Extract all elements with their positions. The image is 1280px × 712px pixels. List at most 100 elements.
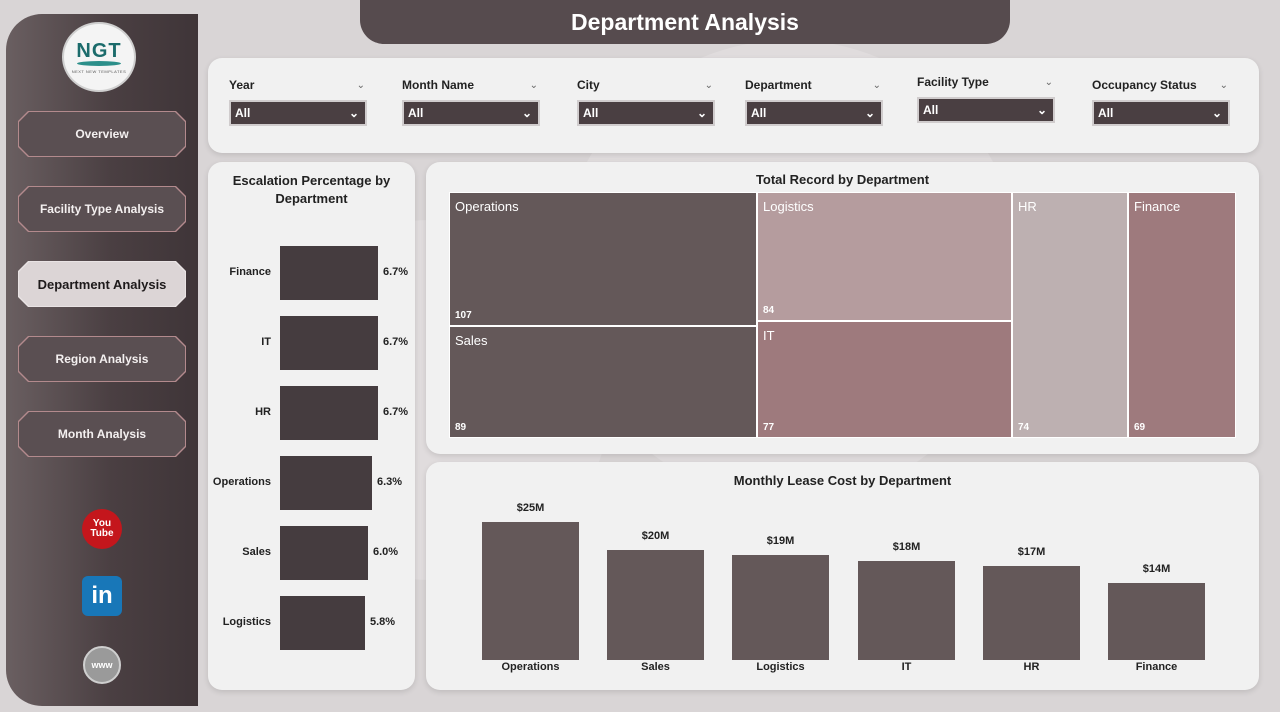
- nav-region-analysis[interactable]: Region Analysis: [18, 336, 186, 382]
- treemap-category-label: IT: [763, 328, 775, 343]
- month-name-select[interactable]: All ⌄: [402, 100, 540, 126]
- youtube-text-top: You: [92, 518, 112, 529]
- category-label: Sales: [641, 661, 670, 673]
- lease-cost-chart-card: Monthly Lease Cost by Department $25M Ope…: [426, 462, 1259, 690]
- page-title: Department Analysis: [571, 8, 799, 35]
- nav-month-analysis[interactable]: Month Analysis: [18, 411, 186, 457]
- chevron-down-icon[interactable]: ⌄: [529, 79, 538, 91]
- filter-label: Occupancy Status: [1092, 78, 1197, 92]
- chevron-down-icon[interactable]: ⌄: [1044, 76, 1053, 88]
- data-label: 6.0%: [373, 546, 399, 558]
- bar: [732, 555, 829, 660]
- treemap-cell: Finance 69: [1128, 192, 1236, 438]
- chevron-down-icon[interactable]: ⌄: [872, 79, 881, 91]
- website-text: www: [91, 660, 113, 670]
- lease-cost-chart-title: Monthly Lease Cost by Department: [733, 473, 952, 488]
- nav-label: Month Analysis: [57, 427, 147, 441]
- treemap-category-label: Operations: [455, 199, 519, 214]
- filter-panel: Year ⌄ All ⌄ Month Name ⌄ All ⌄ City ⌄ All ⌄ D…: [208, 58, 1259, 153]
- category-label: Logistics: [222, 616, 271, 628]
- treemap-value-label: 107: [455, 310, 472, 321]
- bar: [482, 522, 579, 660]
- chevron-down-icon: ⌄: [348, 106, 359, 120]
- bar: [280, 316, 378, 370]
- category-label: IT: [261, 336, 271, 348]
- nav-overview[interactable]: Overview: [18, 111, 186, 157]
- filter-label: Facility Type: [917, 75, 989, 89]
- occupancy-status-select[interactable]: All ⌄: [1092, 100, 1230, 126]
- data-label: 6.7%: [383, 266, 409, 278]
- linkedin-text: in: [91, 582, 113, 609]
- data-label: 6.7%: [383, 406, 409, 418]
- year-select[interactable]: All ⌄: [229, 100, 367, 126]
- bar: [280, 596, 365, 650]
- category-label: Finance: [229, 266, 271, 278]
- filter-label: Department: [745, 78, 812, 92]
- logo-mark: NGT: [76, 40, 122, 62]
- category-label: IT: [901, 661, 912, 673]
- category-label: Finance: [1135, 661, 1178, 673]
- treemap-chart-card: Total Record by Department Operations 107…: [426, 162, 1259, 454]
- treemap-category-label: Sales: [455, 333, 488, 348]
- bar: [280, 456, 372, 510]
- category-label: Operations: [501, 661, 560, 673]
- chevron-down-icon: ⌄: [696, 106, 707, 120]
- filter-label: Month Name: [402, 78, 474, 92]
- chevron-down-icon[interactable]: ⌄: [1219, 79, 1228, 91]
- data-label: $18M: [892, 541, 921, 553]
- category-label: Sales: [242, 546, 271, 558]
- chevron-down-icon: ⌄: [864, 106, 875, 120]
- treemap-category-label: Finance: [1134, 199, 1181, 214]
- select-value: All: [583, 106, 599, 120]
- bar-row: Finance 6.7%: [208, 246, 415, 300]
- select-value: All: [408, 106, 424, 120]
- filter-facility-type: Facility Type ⌄ All ⌄: [917, 74, 1055, 123]
- bar: [280, 386, 378, 440]
- chevron-down-icon[interactable]: ⌄: [704, 79, 713, 91]
- filter-occupancy-status: Occupancy Status ⌄ All ⌄: [1092, 77, 1230, 126]
- data-label: $20M: [641, 530, 670, 542]
- escalation-chart-title: Escalation Percentage by Department: [232, 173, 391, 206]
- youtube-icon[interactable]: You Tube: [82, 509, 122, 549]
- nav-label: Facility Type Analysis: [39, 202, 165, 216]
- treemap-value-label: 74: [1018, 422, 1030, 433]
- treemap-value-label: 77: [763, 422, 775, 433]
- facility-type-select[interactable]: All ⌄: [917, 97, 1055, 123]
- data-label: $25M: [516, 502, 545, 514]
- category-label: HR: [255, 406, 271, 418]
- logo: NGT NEXT NEW TEMPLATES: [62, 22, 136, 92]
- nav-department-analysis[interactable]: Department Analysis: [18, 261, 186, 307]
- department-select[interactable]: All ⌄: [745, 100, 883, 126]
- data-label: 6.3%: [377, 476, 403, 488]
- bar: [607, 550, 704, 660]
- treemap-value-label: 69: [1134, 422, 1146, 433]
- filter-city: City ⌄ All ⌄: [577, 77, 715, 126]
- bar: [858, 561, 955, 660]
- chevron-down-icon[interactable]: ⌄: [356, 79, 365, 91]
- filter-label: Year: [229, 78, 255, 92]
- treemap-cell: IT 77: [757, 321, 1012, 438]
- select-value: All: [923, 103, 939, 117]
- sidebar: NGT NEXT NEW TEMPLATES Overview Facility…: [6, 14, 198, 706]
- bar: [983, 566, 1080, 660]
- linkedin-icon[interactable]: in: [82, 576, 122, 616]
- title-bar: Department Analysis: [360, 0, 1010, 44]
- treemap-value-label: 89: [455, 422, 467, 433]
- bar: [280, 526, 368, 580]
- treemap-category-label: HR: [1018, 199, 1037, 214]
- treemap-cell: Logistics 84: [757, 192, 1012, 321]
- website-icon[interactable]: www: [83, 646, 121, 684]
- select-value: All: [751, 106, 767, 120]
- bar: [280, 246, 378, 300]
- escalation-chart-card: Escalation Percentage by Department Fina…: [208, 162, 415, 690]
- category-label: Operations: [212, 476, 271, 488]
- treemap-chart-title: Total Record by Department: [755, 172, 930, 187]
- nav-facility-type-analysis[interactable]: Facility Type Analysis: [18, 186, 186, 232]
- city-select[interactable]: All ⌄: [577, 100, 715, 126]
- treemap-cell: HR 74: [1012, 192, 1128, 438]
- bar-row: Sales 6.0%: [208, 526, 415, 580]
- filter-year: Year ⌄ All ⌄: [229, 77, 367, 126]
- bar-row: Operations 6.3%: [208, 456, 415, 510]
- select-value: All: [1098, 106, 1114, 120]
- select-value: All: [235, 106, 251, 120]
